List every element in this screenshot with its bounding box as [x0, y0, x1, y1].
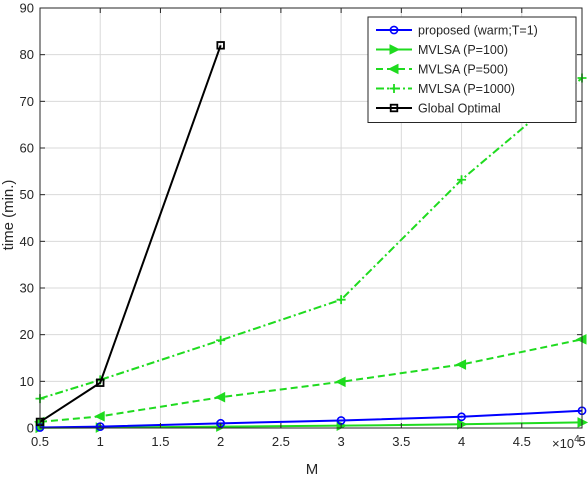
x-tick-label: 4 — [458, 434, 465, 449]
x-tick-label: 4.5 — [513, 434, 531, 449]
x-exponent-power: 4 — [574, 434, 580, 445]
y-tick-label: 90 — [20, 1, 34, 16]
data-point — [214, 391, 226, 403]
series-line — [39, 44, 222, 423]
legend-entry: Global Optimal — [376, 102, 501, 116]
legend-label: Global Optimal — [418, 102, 501, 116]
legend-marker — [389, 84, 399, 93]
x-tick-label: 1.5 — [151, 434, 169, 449]
x-axis-title: M — [306, 461, 319, 478]
y-tick-label: 80 — [20, 47, 34, 62]
data-point — [334, 376, 346, 388]
series-1 — [35, 417, 588, 434]
y-tick-label: 50 — [20, 187, 34, 202]
legend-marker — [387, 63, 399, 75]
data-point — [457, 175, 467, 185]
data-point — [216, 335, 226, 345]
x-exponent-base: ×10 — [552, 436, 574, 451]
x-tick-label: 1 — [97, 434, 104, 449]
y-axis-title: time (min.) — [0, 180, 17, 251]
x-tick-label: 3 — [337, 434, 344, 449]
x-tick-label: 2.5 — [272, 434, 290, 449]
y-tick-label: 60 — [20, 141, 34, 156]
series-line — [39, 77, 583, 400]
x-tick-label: 0.5 — [31, 434, 49, 449]
y-tick-label: 20 — [20, 327, 34, 342]
legend: proposed (warm;T=1) MVLSA (P=100) MVLSA (P… — [367, 16, 577, 123]
y-tick-label: 10 — [20, 374, 34, 389]
legend-entry: proposed (warm;T=1) — [376, 24, 538, 38]
legend-label: MVLSA (P=500) — [418, 63, 508, 77]
y-tick-label: 40 — [20, 234, 34, 249]
plot-frame — [39, 7, 583, 429]
series-2 — [33, 334, 587, 428]
data-point — [336, 295, 346, 305]
legend-entry: MVLSA (P=1000) — [376, 82, 515, 96]
series-4 — [35, 41, 225, 427]
data-point — [457, 412, 466, 422]
y-tick-label: 70 — [20, 94, 34, 109]
data-point — [455, 359, 467, 370]
x-tick-label: 2 — [217, 434, 224, 449]
legend-label: proposed (warm;T=1) — [418, 24, 538, 38]
svg-text:×104: ×104 — [552, 434, 580, 451]
legend-label: MVLSA (P=1000) — [418, 82, 515, 96]
x-tick-label: 5 — [578, 434, 585, 449]
data-point — [94, 411, 105, 422]
legend-entry: MVLSA (P=500) — [376, 63, 508, 77]
y-tick-label: 0 — [27, 421, 34, 436]
data-point — [96, 378, 105, 387]
legend-marker — [389, 44, 401, 55]
data-point — [216, 41, 225, 50]
legend-entry: MVLSA (P=100) — [376, 43, 508, 57]
y-tick-label: 30 — [20, 281, 34, 296]
legend-marker — [389, 25, 399, 35]
x-axis-exponent: ×104 — [552, 434, 580, 451]
series-line — [39, 409, 583, 429]
series-line — [39, 338, 583, 423]
x-tick-label: 3.5 — [392, 434, 410, 449]
legend-marker — [389, 103, 399, 113]
legend-label: MVLSA (P=100) — [418, 43, 508, 57]
